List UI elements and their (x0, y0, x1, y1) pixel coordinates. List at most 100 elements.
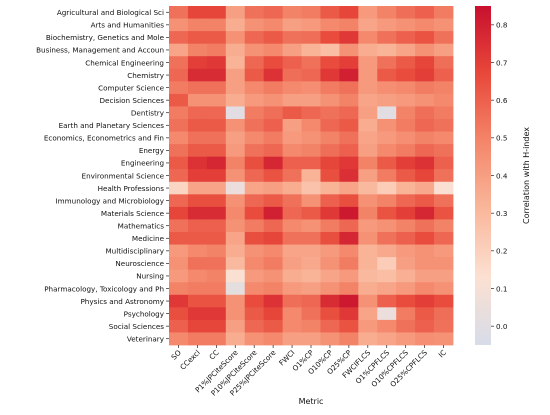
heatmap-cell (434, 307, 454, 321)
heatmap-cell (206, 81, 227, 95)
heatmap-cell (339, 232, 359, 245)
heatmap-cell (282, 93, 302, 107)
heatmap-cell (187, 244, 208, 258)
heatmap-cell (396, 156, 416, 170)
heatmap-cell (396, 43, 416, 57)
heatmap-cell (377, 106, 397, 120)
heatmap-cell (169, 131, 189, 145)
heatmap-cell (358, 43, 378, 57)
heatmap-cell (320, 156, 340, 170)
heatmap-cell (282, 144, 302, 158)
heatmap-cell (206, 232, 227, 245)
heatmap-cell (301, 294, 321, 308)
heatmap-cell (206, 56, 227, 70)
heatmap-cell (225, 194, 246, 208)
heatmap-cell (169, 257, 189, 271)
row-label: Decision Sciences (100, 96, 165, 105)
heatmap-cell (187, 81, 208, 95)
heatmap-cell (263, 244, 283, 258)
heatmap-cell (320, 206, 340, 220)
row-label: Physics and Astronomy (80, 297, 164, 306)
heatmap-cell (415, 194, 435, 208)
heatmap-cell (282, 319, 302, 333)
row-label: Energy (139, 146, 165, 155)
heatmap-cell (320, 119, 340, 132)
heatmap-cell (225, 18, 246, 32)
heatmap-cell (244, 81, 265, 95)
heatmap-cell (415, 294, 435, 308)
heatmap-cell (415, 232, 435, 245)
heatmap-cell (263, 131, 283, 145)
heatmap-cell (396, 269, 416, 283)
heatmap-cell (225, 232, 246, 245)
heatmap-cell (377, 232, 397, 245)
heatmap-cell (282, 194, 302, 208)
heatmap-cell (225, 181, 246, 195)
heatmap-cell (320, 43, 340, 57)
heatmap-cell (377, 257, 397, 271)
heatmap-cell (301, 106, 321, 120)
colorbar-tick-label: 0.6 (496, 96, 508, 105)
heatmap-cell (225, 93, 246, 107)
heatmap-cell (244, 18, 265, 32)
heatmap-cell (434, 169, 454, 183)
heatmap-cell (206, 106, 227, 120)
row-label: Neuroscience (115, 259, 164, 268)
x-axis-label: Metric (299, 397, 324, 406)
heatmap-cell (301, 169, 321, 183)
heatmap-cell (225, 68, 246, 82)
heatmap-cell (244, 93, 265, 107)
heatmap-cell (263, 144, 283, 158)
heatmap-cell (415, 31, 435, 45)
heatmap-cell (263, 56, 283, 70)
heatmap-cell (320, 144, 340, 158)
heatmap-cell (187, 219, 208, 233)
heatmap-cell (396, 81, 416, 95)
heatmap-cell (358, 81, 378, 95)
heatmap-cell (358, 31, 378, 45)
heatmap-cell (169, 93, 189, 107)
heatmap-cell (320, 319, 340, 333)
heatmap-cell (434, 6, 454, 19)
heatmap-cell (169, 294, 189, 308)
heatmap-cell (339, 206, 359, 220)
heatmap-cell (396, 56, 416, 70)
heatmap-cell (225, 119, 246, 132)
heatmap-cell (339, 6, 359, 19)
heatmap-cell (358, 244, 378, 258)
heatmap-cell (396, 319, 416, 333)
heatmap-cell (282, 219, 302, 233)
heatmap-cell (244, 194, 265, 208)
heatmap-cell (169, 169, 189, 183)
heatmap-cell (358, 6, 378, 19)
heatmap-cell (396, 307, 416, 321)
heatmap-cell (358, 232, 378, 245)
heatmap-cell (187, 169, 208, 183)
heatmap-cell (377, 18, 397, 32)
heatmap-cell (358, 156, 378, 170)
heatmap-cell (358, 332, 378, 346)
heatmap-cell (301, 319, 321, 333)
heatmap-cell (263, 232, 283, 245)
heatmap-cell (169, 307, 189, 321)
column-label: SO (169, 348, 183, 362)
heatmap-cell (244, 232, 265, 245)
heatmap-cell (434, 93, 454, 107)
heatmap-cell (339, 169, 359, 183)
heatmap-cell (282, 68, 302, 82)
heatmap-cell (206, 119, 227, 132)
heatmap-cell (358, 269, 378, 283)
row-label: Business, Management and Accoun (36, 46, 164, 55)
row-label: Arts and Humanities (91, 21, 165, 30)
heatmap-cell (225, 257, 246, 271)
heatmap-cell (169, 6, 189, 19)
heatmap-cell (320, 244, 340, 258)
heatmap-cell (320, 31, 340, 45)
heatmap-cell (206, 18, 227, 32)
heatmap-cell (377, 269, 397, 283)
heatmap-cell (282, 6, 302, 19)
heatmap-cell (225, 56, 246, 70)
heatmap-cell (244, 244, 265, 258)
heatmap-cell (415, 332, 435, 346)
heatmap-cell (206, 144, 227, 158)
